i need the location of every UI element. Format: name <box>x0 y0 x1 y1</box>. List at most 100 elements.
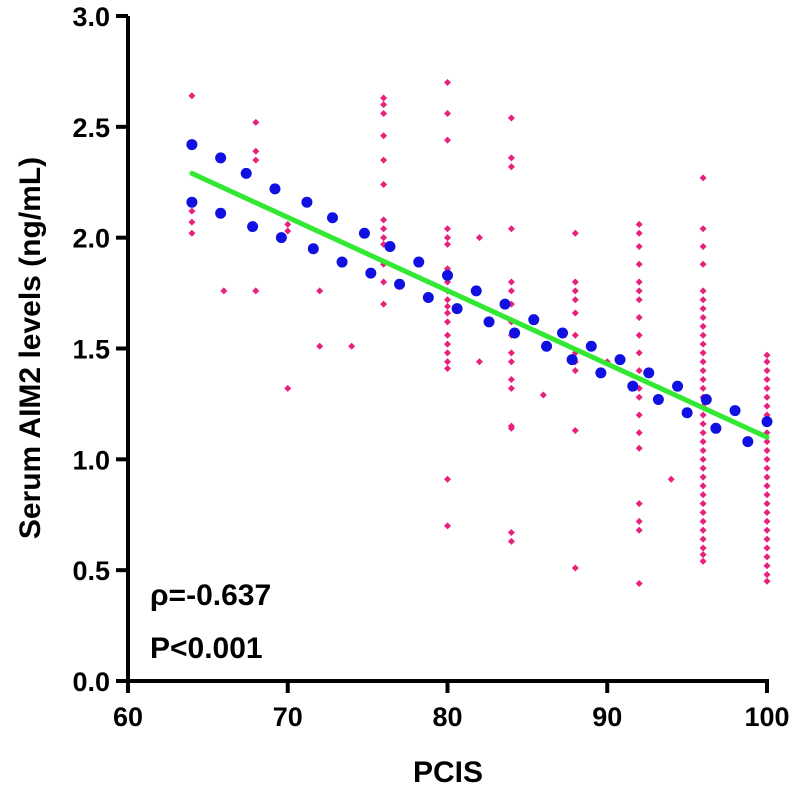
observed-point <box>507 537 515 545</box>
fitted-point <box>470 285 482 297</box>
fitted-point <box>301 196 313 208</box>
observed-point <box>571 229 579 237</box>
observed-point <box>571 287 579 295</box>
fitted-point <box>215 152 227 164</box>
observed-point <box>635 220 643 228</box>
observed-point <box>699 455 707 463</box>
observed-point <box>667 475 675 483</box>
fitted-point <box>643 367 655 379</box>
fitted-point <box>186 196 198 208</box>
observed-point <box>699 500 707 508</box>
fitted-point <box>566 354 578 366</box>
fitted-point <box>499 298 511 310</box>
observed-point <box>699 296 707 304</box>
observed-point <box>699 384 707 392</box>
observed-point <box>316 342 324 350</box>
observed-point <box>252 156 260 164</box>
observed-point <box>763 526 771 534</box>
x-tick-label: 70 <box>273 702 303 732</box>
fitted-point <box>247 221 259 233</box>
fitted-point <box>394 278 406 290</box>
observed-point <box>539 391 547 399</box>
observed-point <box>699 509 707 517</box>
observed-point <box>444 234 451 242</box>
x-tick-label: 60 <box>113 702 143 732</box>
observed-point <box>444 309 451 317</box>
observed-point <box>444 349 451 357</box>
fitted-point <box>240 167 252 179</box>
observed-point <box>507 349 515 357</box>
observed-point <box>763 464 771 472</box>
observed-point <box>188 207 196 215</box>
observed-point <box>444 475 451 483</box>
observed-point <box>699 322 707 330</box>
observed-point <box>444 296 451 304</box>
fitted-point <box>413 256 425 268</box>
fitted-point <box>384 241 396 253</box>
observed-point <box>284 227 292 235</box>
observed-point <box>380 180 388 188</box>
observed-point <box>635 429 643 437</box>
observed-point <box>571 309 579 317</box>
observed-point <box>699 367 707 375</box>
observed-point <box>635 411 643 419</box>
y-tick-label: 2.5 <box>72 113 110 143</box>
x-tick-label: 100 <box>744 702 789 732</box>
observed-point <box>444 358 451 366</box>
observed-point <box>635 296 643 304</box>
observed-point <box>380 300 388 308</box>
fitted-point <box>595 367 607 379</box>
observed-point <box>571 278 579 286</box>
observed-point <box>699 535 707 543</box>
observed-point <box>699 473 707 481</box>
observed-point <box>699 243 707 251</box>
fitted-point <box>186 139 198 151</box>
observed-point <box>252 147 260 155</box>
observed-point <box>507 528 515 536</box>
observed-point <box>699 544 707 552</box>
observed-point <box>635 444 643 452</box>
observed-point <box>763 402 771 410</box>
observed-point <box>763 393 771 401</box>
observed-point <box>380 101 388 109</box>
observed-point <box>444 522 451 530</box>
x-tick-label: 90 <box>592 702 622 732</box>
observed-point <box>635 287 643 295</box>
observed-point <box>699 429 707 437</box>
observed-point <box>444 110 451 118</box>
observed-point <box>763 535 771 543</box>
fitted-point <box>700 393 712 405</box>
observed-point <box>475 234 483 242</box>
observed-point <box>475 358 483 366</box>
observed-point <box>507 278 515 286</box>
observed-point <box>699 517 707 525</box>
observed-point <box>444 340 451 348</box>
observed-point <box>507 225 515 233</box>
observed-point <box>444 240 451 248</box>
observed-point <box>507 384 515 392</box>
observed-point <box>635 243 643 251</box>
observed-point <box>507 114 515 122</box>
observed-point <box>699 376 707 384</box>
observed-point <box>699 340 707 348</box>
y-tick-label: 0.5 <box>72 556 110 586</box>
observed-point <box>763 367 771 375</box>
observed-point <box>699 491 707 499</box>
observed-point <box>507 358 515 366</box>
fitted-point <box>541 340 553 352</box>
observed-point <box>699 358 707 366</box>
observed-point <box>188 229 196 237</box>
observed-point <box>763 553 771 561</box>
observed-point <box>763 384 771 392</box>
observed-point <box>699 551 707 559</box>
fitted-point <box>710 422 722 434</box>
observed-point <box>284 220 292 228</box>
observed-point <box>763 500 771 508</box>
observed-point <box>699 420 707 428</box>
regression-line <box>189 170 770 440</box>
observed-point <box>444 302 451 310</box>
observed-point <box>635 229 643 237</box>
observed-point <box>635 393 643 401</box>
observed-point <box>571 564 579 572</box>
